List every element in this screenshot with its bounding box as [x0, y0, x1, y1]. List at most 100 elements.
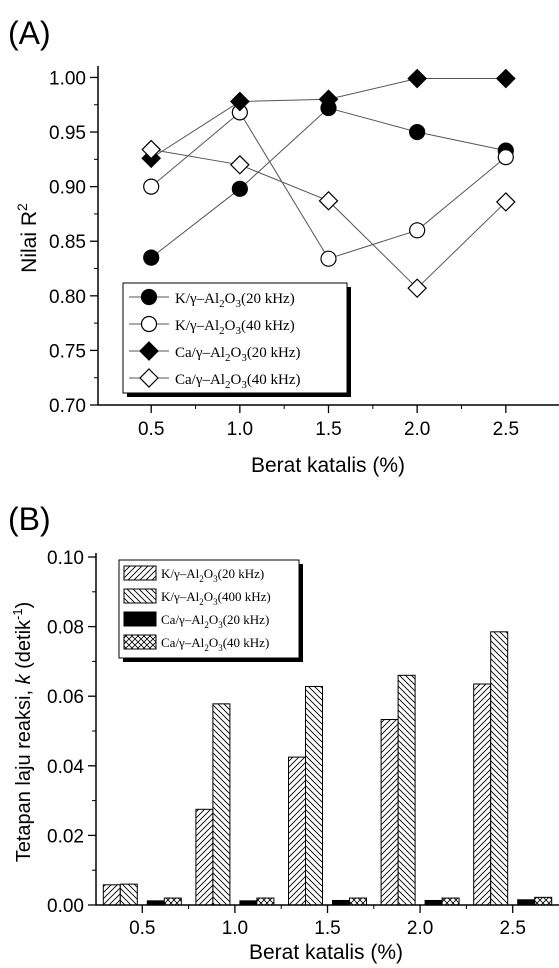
panel-a-point-s2-1 [143, 178, 160, 195]
panel-a-legend: K/γ–Al2O3(20 kHz)K/γ–Al2O3(40 kHz)Ca/γ–A… [122, 282, 351, 397]
panel-b-legend-label-1-prefix: K/γ–Al [161, 566, 200, 581]
panel-a-legend-marker-2 [140, 315, 158, 333]
panel-a-legend-label-4-prefix: Ca/γ–Al [175, 372, 225, 388]
panel-b-legend-label-1-mid: O [204, 566, 213, 581]
panel-a-point-s3-4 [407, 68, 428, 89]
panel-b-legend-label-2-mid: O [204, 589, 213, 604]
panel-a-y-tick-label: 0.70 [49, 396, 86, 417]
panel-a-point-s4-3 [318, 190, 339, 211]
panel-b-axes: 0.00 0.02 0.04 0.06 0.08 0.10 0.5 1.0 1.5 2.0 2.5 [47, 548, 559, 939]
panel-b-legend-swatch-2 [123, 588, 157, 604]
panel-b-legend-label-3-mid: O [209, 612, 218, 627]
panel-a-point-s2-4 [409, 222, 426, 239]
panel-b-legend-label-4-sub2: 3 [218, 643, 223, 653]
panel-a-y-tick-label: 0.85 [49, 232, 86, 253]
panel-b-bar-s1-4 [380, 719, 399, 906]
panel-a-legend-label-1-prefix: K/γ–Al [175, 291, 219, 307]
panel-a-point-s4-4 [407, 278, 428, 299]
panel-b: (B) 0.00 0.02 0.04 0.06 0.08 0.10 0.5 1.0 1.5 2.0… [8, 501, 559, 964]
panel-b-legend-label-3: Ca/γ–Al2O3(20 kHz) [161, 612, 269, 630]
panel-b-y-tick-label: 0.00 [47, 896, 84, 917]
panel-a-series-line-4 [151, 149, 507, 289]
panel-b-y-tick-label: 0.10 [47, 548, 84, 569]
panel-a-x-tick-label: 2.5 [493, 419, 519, 440]
panel-a-y-axis-label: Nilai R2 [14, 203, 41, 273]
panel-a-point-s2-5 [497, 149, 514, 166]
panel-b-legend-label-4: Ca/γ–Al2O3(40 kHz) [161, 635, 269, 653]
panel-b-series [102, 631, 553, 906]
panel-a-point-s4-1 [141, 139, 162, 160]
panel-b-legend-swatch-3 [123, 611, 157, 627]
panel-a-point-s3-2 [229, 91, 250, 112]
panel-b-y-tick-label: 0.04 [47, 757, 84, 778]
panel-a-point-s3-5 [495, 68, 516, 89]
panel-a-legend-label-3-sub1: 2 [225, 352, 231, 364]
panel-b-legend-label-2-suffix: (400 kHz) [218, 589, 271, 604]
panel-b-bar-s2-2 [212, 703, 231, 906]
panel-b-legend-swatch-1 [123, 565, 157, 581]
panel-a-y-tick-label: 0.95 [49, 123, 86, 144]
panel-b-legend-label-3-sub2: 3 [218, 620, 223, 630]
panel-a-legend-label-2-sub1: 2 [219, 325, 225, 337]
panel-a-legend-label-2-sub2: 3 [235, 325, 241, 337]
panel-b-x-tick-label: 2.5 [499, 918, 525, 939]
panel-a-legend-label-1-suffix: (20 kHz) [241, 291, 295, 307]
panel-b-legend-label-1-suffix: (20 kHz) [218, 566, 265, 581]
panel-a-legend-marker-4 [139, 368, 159, 388]
panel-a-legend-label-1-mid: O [225, 291, 236, 307]
panel-b-bar-s2-4 [397, 674, 416, 906]
panel-a-axes: 0.70 0.75 0.80 0.85 0.90 0.95 1.00 0.5 1.0 1.5 2.0… [49, 66, 559, 440]
panel-a-point-s1-1 [143, 249, 160, 266]
panel-a-legend-label-4-suffix: (40 kHz) [247, 372, 301, 388]
panel-b-legend-label-2-sub1: 2 [199, 597, 204, 607]
panel-b-bar-s4-3 [349, 897, 367, 906]
panel-a-legend-label-3: Ca/γ–Al2O3(20 kHz) [175, 345, 301, 364]
panel-b-bar-s4-5 [534, 896, 553, 906]
panel-b-legend-label-3-prefix: Ca/γ–Al [161, 612, 205, 627]
panel-b-y-axis-label: Tetapan laju reaksi, k (detik-1) [10, 602, 35, 863]
panel-a: (A) 0.70 0.75 0.80 0.85 0.90 0.95 1.00 0.5 1.0 1.… [8, 15, 559, 477]
panel-a-legend-label-4-mid: O [230, 372, 241, 388]
panel-a-legend-label-2-mid: O [225, 318, 236, 334]
panel-a-legend-label-3-sub2: 3 [241, 352, 247, 364]
panel-b-label: (B) [8, 501, 51, 537]
panel-b-legend-label-1-sub1: 2 [199, 574, 204, 584]
panel-a-y-tick-label: 0.90 [49, 178, 86, 199]
panel-b-bar-s4-1 [163, 897, 182, 906]
panel-a-label: (A) [8, 15, 51, 51]
panel-a-y-tick-label: 0.80 [49, 287, 86, 308]
panel-a-legend-label-2-prefix: K/γ–Al [175, 318, 219, 334]
panel-b-bar-s1-1 [102, 884, 121, 906]
panel-a-legend-label-1: K/γ–Al2O3(20 kHz) [175, 291, 295, 310]
panel-a-legend-marker-1 [140, 288, 158, 306]
panel-a-legend-label-3-suffix: (20 kHz) [247, 345, 301, 361]
panel-a-series-line-2 [150, 111, 507, 260]
panel-b-x-tick-label: 0.5 [129, 918, 155, 939]
panel-a-x-tick-label: 1.5 [315, 419, 341, 440]
panel-b-legend-label-3-sub1: 2 [204, 620, 209, 630]
panel-b-y-tick-label: 0.08 [47, 618, 84, 639]
panel-b-legend-label-3-suffix: (20 kHz) [223, 612, 270, 627]
panel-b-legend-label-2-prefix: K/γ–Al [161, 589, 200, 604]
panel-a-point-s4-2 [229, 154, 250, 175]
panel-a-legend-marker-3 [139, 341, 159, 361]
panel-a-point-s1-2 [231, 180, 248, 197]
panel-b-bar-s4-2 [256, 897, 275, 906]
panel-a-legend-label-3-mid: O [230, 345, 241, 361]
panel-b-legend-label-4-mid: O [209, 635, 218, 650]
panel-a-legend-label-2-suffix: (40 kHz) [241, 318, 295, 334]
panel-b-bar-s3-5 [517, 899, 536, 906]
panel-a-point-s3-3 [318, 89, 339, 110]
panel-b-legend-label-1: K/γ–Al2O3(20 kHz) [161, 566, 264, 584]
panel-b-bar-s4-4 [441, 897, 460, 906]
panel-b-x-tick-label: 1.0 [222, 918, 248, 939]
panel-a-legend-label-4-sub1: 2 [225, 379, 231, 391]
panel-a-legend-box [122, 282, 348, 394]
panel-b-legend: K/γ–Al2O3(20 kHz)K/γ–Al2O3(400 kHz)Ca/γ–… [118, 559, 303, 662]
panel-a-x-tick-label: 2.0 [404, 419, 430, 440]
panel-b-x-tick-label: 2.0 [407, 918, 433, 939]
panel-b-bar-s1-3 [288, 756, 306, 906]
panel-b-legend-label-2: K/γ–Al2O3(400 kHz) [161, 589, 271, 607]
panel-b-legend-label-4-sub1: 2 [204, 643, 209, 653]
